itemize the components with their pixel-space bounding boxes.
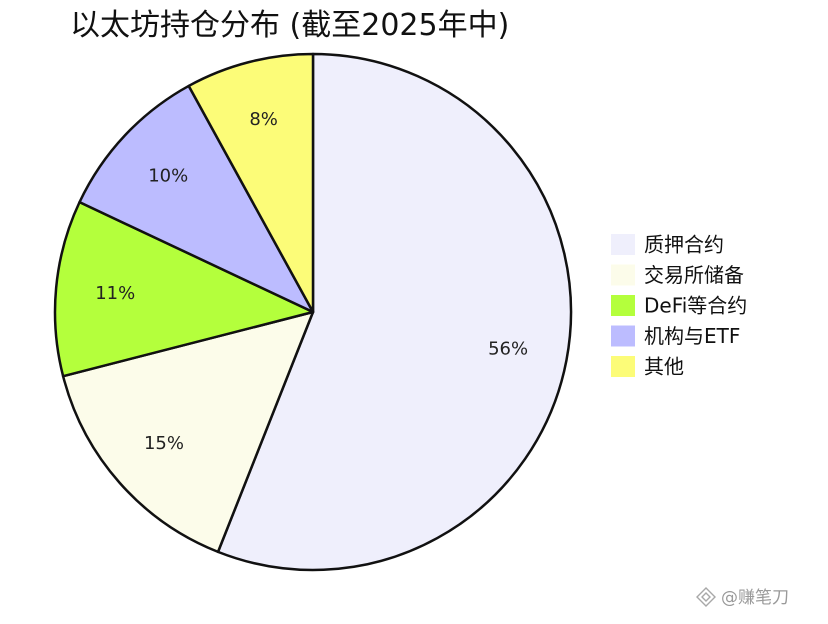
- legend-label: 其他: [644, 355, 684, 379]
- legend-label: 机构与ETF: [644, 324, 740, 348]
- pie-slice: [187, 52, 315, 314]
- pie-slice-label: 8%: [249, 109, 278, 130]
- pie-slice: [61, 310, 315, 554]
- binance-diamond-icon: [696, 587, 716, 607]
- pie-slice: [78, 84, 315, 314]
- legend-label: 交易所储备: [644, 263, 744, 287]
- legend-swatch: [611, 325, 635, 347]
- watermark-text: @赚笔刀: [721, 588, 789, 608]
- legend-swatch: [611, 356, 635, 377]
- legend-swatch: [611, 234, 635, 255]
- pie-slice: [53, 200, 315, 378]
- pie-slices: [53, 52, 573, 572]
- pie-slice: [216, 52, 573, 572]
- chart-title: 以太坊持仓分布 (截至2025年中): [70, 8, 509, 43]
- legend-label: 质押合约: [644, 233, 724, 257]
- legend-swatch: [611, 264, 635, 286]
- pie-slice-label: 15%: [144, 433, 184, 454]
- legend-label: DeFi等合约: [644, 294, 747, 318]
- watermark: @赚笔刀: [696, 587, 789, 608]
- pie-slice-labels: 56% 15% 11% 10% 8%: [95, 109, 528, 454]
- pie-slice-label: 56%: [488, 339, 528, 360]
- pie-slice-label: 10%: [148, 166, 188, 187]
- pie-slice-label: 11%: [95, 283, 135, 304]
- legend-swatch: [611, 295, 635, 316]
